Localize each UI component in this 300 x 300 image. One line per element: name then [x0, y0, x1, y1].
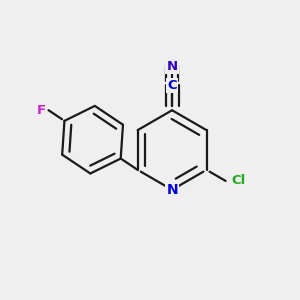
Text: F: F [37, 104, 46, 117]
Text: Cl: Cl [231, 174, 245, 188]
Text: N: N [167, 60, 178, 73]
Text: N: N [166, 183, 178, 197]
Text: C: C [167, 79, 177, 92]
